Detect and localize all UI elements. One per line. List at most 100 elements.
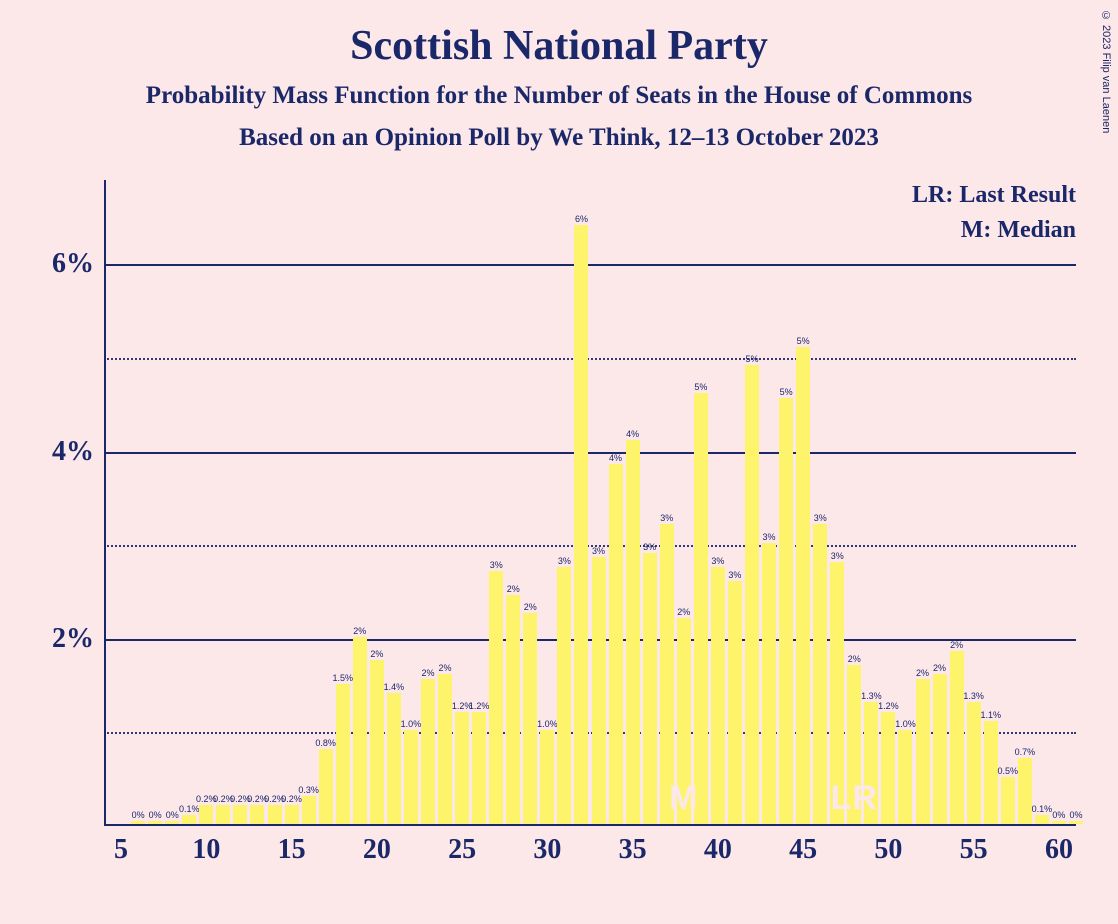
bar-fill [574, 225, 588, 824]
bar-fill [472, 712, 486, 824]
bar: 5% [745, 365, 759, 824]
bar-value-label: 2% [933, 663, 946, 673]
bar-value-label: 5% [797, 336, 810, 346]
bar-value-label: 0.8% [315, 738, 336, 748]
bar: 1.1% [984, 721, 998, 824]
bar-value-label: 0.1% [1032, 804, 1053, 814]
bar: 2% [950, 651, 964, 824]
x-tick-label: 40 [704, 834, 732, 866]
bar-value-label: 0% [1069, 810, 1082, 820]
bar-fill [182, 815, 196, 824]
bar-fill [916, 679, 930, 824]
bar: 0.2% [233, 805, 247, 824]
bar-fill [1052, 821, 1066, 824]
bar-value-label: 0% [132, 810, 145, 820]
plot-area: 2%4%6% 51015202530354045505560 0%0%0%0.1… [104, 180, 1076, 826]
bar: 1.2% [472, 712, 486, 824]
bar-value-label: 0.7% [1015, 747, 1036, 757]
chart-titles: Scottish National Party Probability Mass… [0, 0, 1118, 152]
title-subtitle-2: Based on an Opinion Poll by We Think, 12… [0, 124, 1118, 152]
bar-value-label: 0% [149, 810, 162, 820]
bar-value-label: 2% [370, 649, 383, 659]
y-tick-label: 6% [52, 248, 94, 280]
bar-fill [745, 365, 759, 824]
bar: 1.2% [455, 712, 469, 824]
bar-value-label: 2% [353, 626, 366, 636]
bar: 3% [643, 553, 657, 825]
bar-fill [319, 749, 333, 824]
bar-value-label: 1.1% [980, 710, 1001, 720]
x-tick-label: 60 [1045, 834, 1073, 866]
bar-fill [421, 679, 435, 824]
bar: 1.2% [881, 712, 895, 824]
marker-lr: LR [831, 779, 878, 818]
bar: 1.4% [387, 693, 401, 824]
bar-fill [268, 805, 282, 824]
bar-fill [387, 693, 401, 824]
bar: 0.2% [216, 805, 230, 824]
y-tick-label: 2% [52, 623, 94, 655]
bar-value-label: 3% [643, 542, 656, 552]
chart-container: LR: Last Result M: Median 2%4%6% 5101520… [48, 180, 1088, 880]
bar: 0% [148, 821, 162, 824]
bar-fill [898, 730, 912, 824]
bar-value-label: 5% [780, 387, 793, 397]
bar-fill [438, 674, 452, 824]
bar: 2% [353, 637, 367, 824]
bar-value-label: 0.1% [179, 804, 200, 814]
bar: 2% [370, 660, 384, 824]
bar-fill [711, 567, 725, 824]
bar-fill [609, 464, 623, 824]
bar-fill [643, 553, 657, 825]
bar: 0.2% [250, 805, 264, 824]
bar-value-label: 2% [439, 663, 452, 673]
bar-fill [1001, 777, 1015, 824]
bar: 0.5% [1001, 777, 1015, 824]
bar-value-label: 0.2% [281, 794, 302, 804]
bar-value-label: 1.0% [895, 719, 916, 729]
bar-fill [813, 524, 827, 824]
bar: 3% [762, 543, 776, 824]
bar-fill [353, 637, 367, 824]
bar-fill [592, 557, 606, 824]
bar-fill [216, 805, 230, 824]
bar: 2% [523, 613, 537, 824]
bar-fill [506, 595, 520, 824]
bar-value-label: 2% [950, 640, 963, 650]
bar-value-label: 5% [694, 382, 707, 392]
bar: 3% [489, 571, 503, 824]
x-tick-label: 15 [278, 834, 306, 866]
bar: 2% [916, 679, 930, 824]
bar-fill [779, 398, 793, 824]
bar-value-label: 1.0% [537, 719, 558, 729]
bar-fill [165, 821, 179, 824]
bar-value-label: 6% [575, 214, 588, 224]
bar-fill [796, 347, 810, 824]
bar: 6% [574, 225, 588, 824]
bar: 2% [421, 679, 435, 824]
bar-value-label: 0.5% [998, 766, 1019, 776]
bar-value-label: 3% [558, 556, 571, 566]
bar-value-label: 4% [609, 453, 622, 463]
bar-value-label: 2% [507, 584, 520, 594]
copyright-text: © 2023 Filip van Laenen [1100, 10, 1112, 133]
bar-fill [336, 684, 350, 824]
bar: 1.5% [336, 684, 350, 824]
bar-value-label: 3% [814, 513, 827, 523]
bar-fill [540, 730, 554, 824]
bar: 0.1% [182, 815, 196, 824]
bar-value-label: 2% [848, 654, 861, 664]
bar: 3% [557, 567, 571, 824]
bar-fill [523, 613, 537, 824]
bar-value-label: 1.0% [401, 719, 422, 729]
bar-fill [1018, 758, 1032, 824]
bar-fill [285, 805, 299, 824]
bar-value-label: 2% [677, 607, 690, 617]
bar-fill [233, 805, 247, 824]
bar-fill [199, 805, 213, 824]
bar: 3% [711, 567, 725, 824]
bar-value-label: 0% [1052, 810, 1065, 820]
bar-value-label: 3% [711, 556, 724, 566]
bar-value-label: 3% [763, 532, 776, 542]
bar-value-label: 4% [626, 429, 639, 439]
